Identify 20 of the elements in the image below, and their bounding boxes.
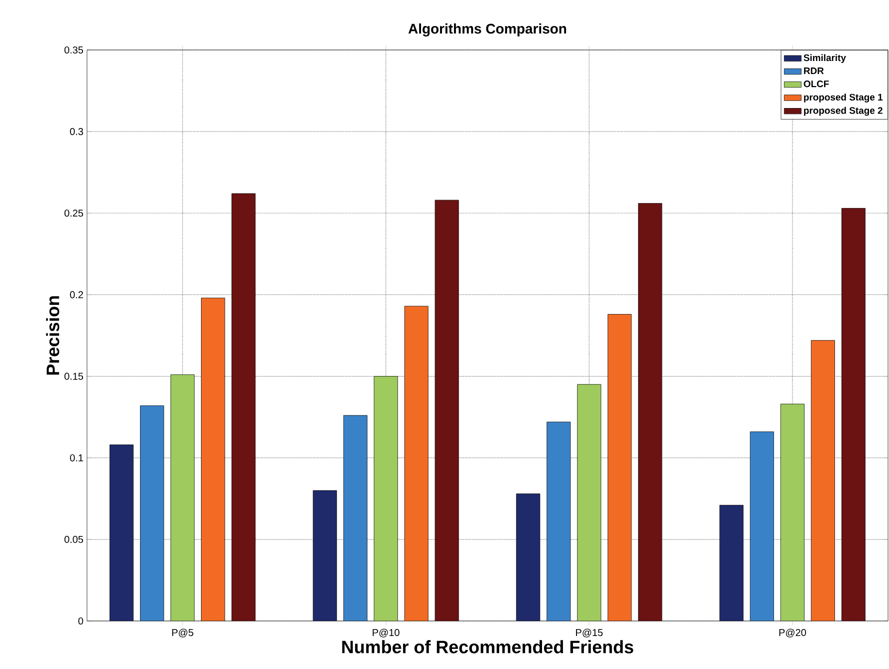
- y-tick-label: 0.15: [64, 372, 84, 380]
- y-tick-label: 0.35: [64, 46, 84, 54]
- legend-label: proposed Stage 1: [804, 94, 883, 102]
- legend-label: proposed Stage 2: [804, 106, 882, 116]
- x-axis-title: Number of Recommended Friends: [342, 640, 634, 654]
- x-tick-label: P@15: [576, 628, 603, 638]
- y-tick-label: 0.25: [64, 210, 84, 217]
- legend-label: OLCF: [804, 80, 829, 88]
- y-axis-title: Precision: [46, 296, 60, 375]
- x-tick-label: P@5: [172, 628, 194, 638]
- y-tick-label: 0: [78, 617, 84, 625]
- y-tick-label: 0.1: [70, 454, 84, 462]
- y-tick-label: 0.2: [70, 291, 83, 298]
- x-tick-label: P@20: [779, 628, 806, 638]
- legend-label: Similarity: [804, 54, 846, 63]
- x-tick-label: P@10: [372, 628, 400, 638]
- chart-title: Algorithms Comparison: [408, 23, 566, 36]
- y-tick-label: 0.3: [70, 128, 84, 136]
- y-tick-label: 0.05: [64, 536, 84, 543]
- legend-label: RDR: [804, 68, 824, 74]
